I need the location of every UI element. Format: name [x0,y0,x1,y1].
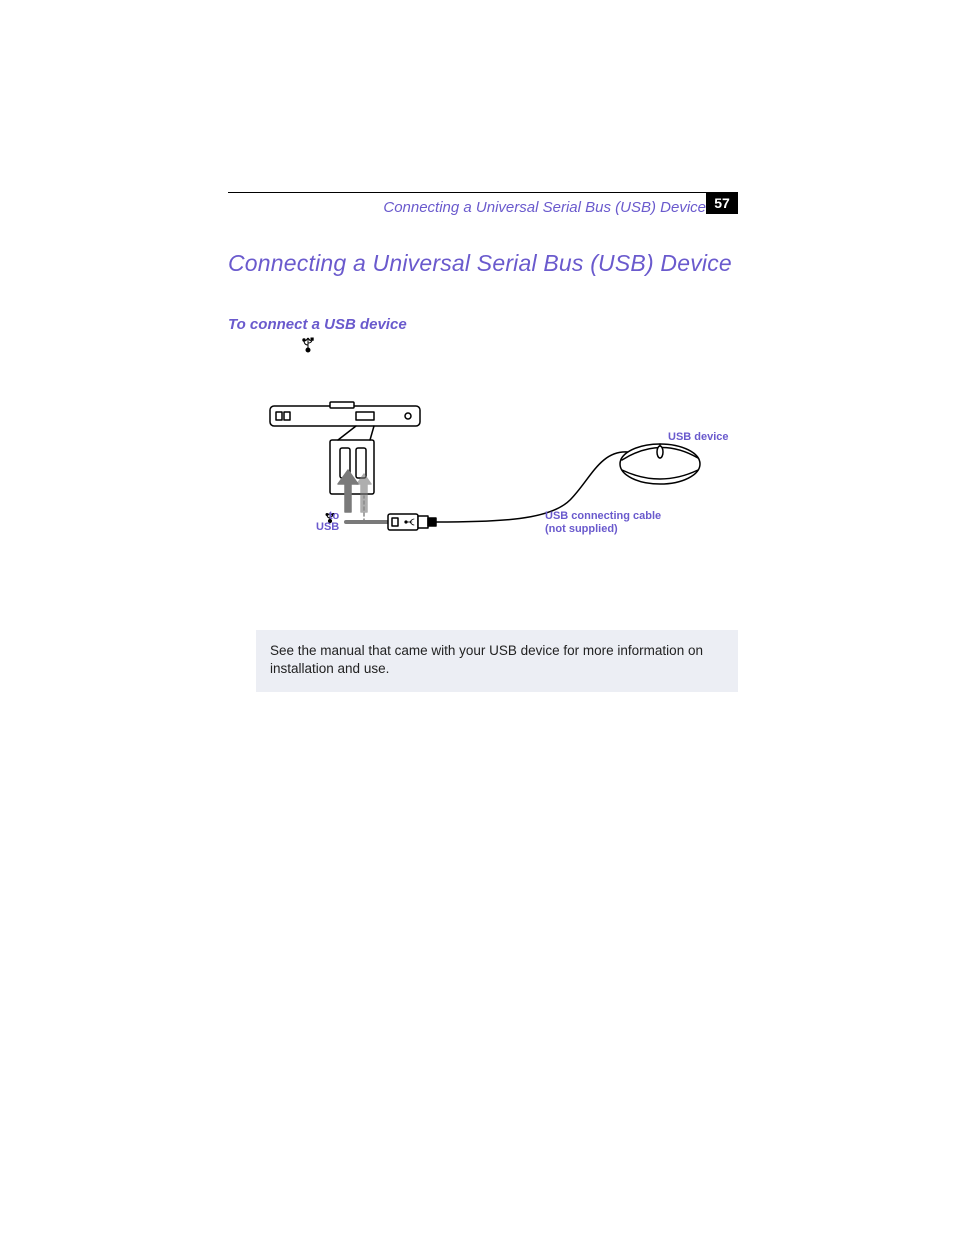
label-to-usb: to USB [316,511,339,533]
page-title: Connecting a Universal Serial Bus (USB) … [228,250,732,277]
label-cable: USB connecting cable (not supplied) [545,510,661,536]
label-device: USB device [668,431,729,443]
document-page: Connecting a Universal Serial Bus (USB) … [0,0,954,1235]
label-to-line2: USB [316,521,339,533]
page-number: 57 [706,192,738,214]
label-cable-line2: (not supplied) [545,523,618,535]
usb-icon [300,335,316,353]
section-subhead: To connect a USB device [228,316,407,333]
note-text: See the manual that came with your USB d… [270,643,703,676]
label-cable-line1: USB connecting cable [545,510,661,522]
connection-diagram [260,400,740,580]
note-box: See the manual that came with your USB d… [256,630,738,692]
header-rule [228,192,738,193]
running-head: Connecting a Universal Serial Bus (USB) … [383,199,706,216]
